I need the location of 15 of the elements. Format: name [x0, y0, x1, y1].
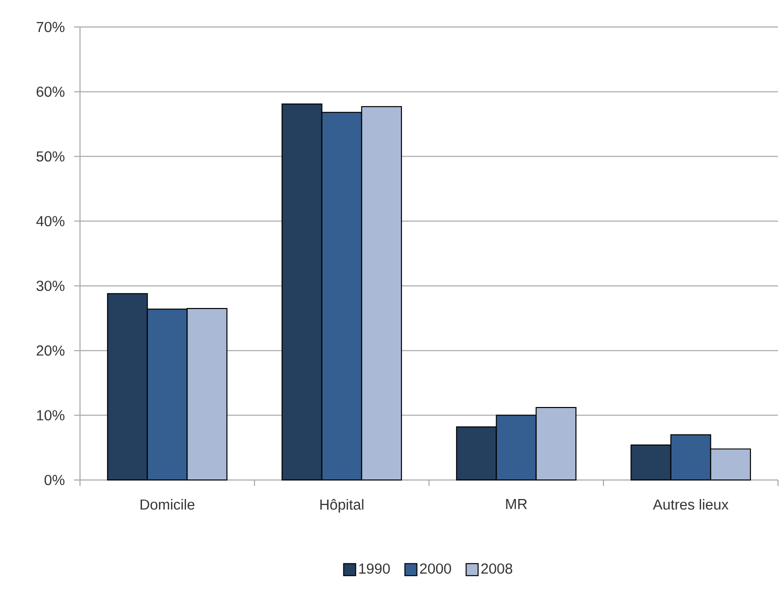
y-tick-label: 60%: [36, 86, 64, 97]
legend-label: 1990: [359, 563, 390, 574]
legend-label: 2008: [481, 563, 512, 574]
y-tick-label: 30%: [36, 280, 64, 291]
y-tick-label: 0%: [44, 474, 64, 486]
y-tick-label: 40%: [36, 216, 64, 226]
x-tick-label: Hôpital: [320, 499, 364, 513]
legend-label: 2000: [420, 563, 452, 574]
y-tick-label: 20%: [36, 345, 64, 356]
x-tick-label: MR: [506, 499, 527, 510]
x-tick-label: Domicile: [140, 499, 194, 510]
x-tick-label: Autres lieux: [652, 499, 728, 510]
y-tick-label: 10%: [37, 410, 64, 420]
y-tick-label: 50%: [36, 151, 64, 162]
y-tick-label: 70%: [36, 22, 64, 32]
